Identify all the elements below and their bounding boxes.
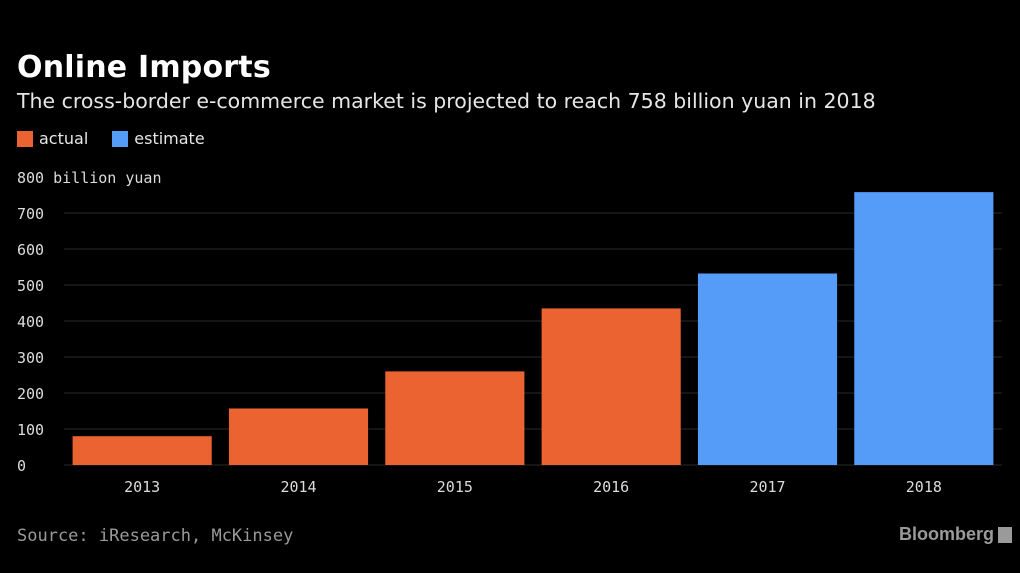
x-tick-label: 2015 (437, 478, 473, 496)
x-tick-label: 2017 (749, 478, 785, 496)
x-tick-label: 2014 (280, 478, 316, 496)
y-tick-label: 600 (17, 241, 44, 259)
brand-name: Bloomberg (898, 524, 994, 544)
y-tick-label: 100 (17, 421, 44, 439)
x-tick-label: 2018 (906, 478, 942, 496)
chart-title: Online Imports (17, 50, 271, 85)
y-tick-label: 200 (17, 385, 44, 403)
x-tick-label: 2016 (593, 478, 629, 496)
y-tick-label: 0 (17, 457, 26, 475)
y-tick-label: 700 (17, 205, 44, 223)
chart-subtitle: The cross-border e-commerce market is pr… (17, 89, 876, 113)
legend-swatch-estimate (112, 130, 129, 147)
y-tick-label: 300 (17, 349, 44, 367)
bar-2014 (228, 408, 369, 465)
bar-2018 (854, 192, 994, 465)
y-tick-label: 400 (17, 313, 44, 331)
bar-2017 (697, 273, 838, 465)
bar-2013 (72, 436, 212, 465)
legend-label-actual: actual (39, 129, 89, 148)
legend: actual estimate (17, 129, 229, 148)
legend-entry-actual: actual (17, 129, 88, 148)
y-axis-unit-label: 800 billion yuan (17, 169, 162, 187)
bar-2016 (541, 308, 681, 465)
brand-logo: Bloomberg (899, 524, 1012, 545)
legend-label-estimate: estimate (134, 129, 205, 148)
bloomberg-mark-icon (998, 526, 1012, 543)
x-tick-label: 2013 (124, 478, 160, 496)
source-note: Source: iResearch, McKinsey (17, 526, 294, 546)
y-tick-label: 500 (17, 277, 44, 295)
bar-2015 (385, 371, 525, 465)
legend-entry-estimate: estimate (112, 129, 205, 148)
legend-swatch-actual (17, 130, 33, 147)
